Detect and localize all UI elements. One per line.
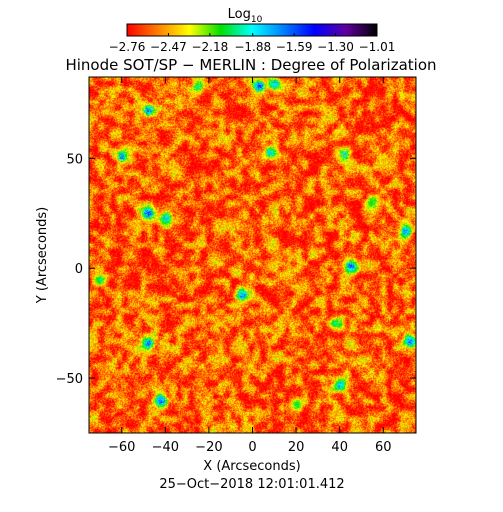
- x-tick-label: −60: [108, 440, 135, 455]
- y-tick-label: 50: [66, 152, 83, 167]
- timestamp: 25−Oct−2018 12:01:01.412: [159, 477, 344, 492]
- colorbar: Log10 −2.76 −2.47 −2.18 −1.88 −1.59 −1.30 −1.0…: [109, 7, 396, 54]
- x-tick-label: −20: [195, 440, 222, 455]
- colorbar-tick-label: −2.18: [191, 40, 228, 54]
- y-axis-label: Y (Arcseconds): [35, 207, 50, 304]
- y-tick-label: 0: [75, 262, 83, 277]
- colorbar-tick-label: −2.47: [150, 40, 187, 54]
- colorbar-tick-label: −1.59: [276, 40, 313, 54]
- colorbar-label: Log10: [228, 7, 263, 25]
- colorbar-tick-label: −1.88: [234, 40, 271, 54]
- x-tick-label: −40: [152, 440, 179, 455]
- colorbar-tick-label: −2.76: [109, 40, 146, 54]
- y-tick-label: −50: [56, 372, 83, 387]
- x-tick-label: 40: [331, 440, 348, 455]
- x-tick-label: 0: [248, 440, 256, 455]
- x-tick-label: 60: [375, 440, 392, 455]
- plot-area: −60 −40 −20 0 20 40 60 −50 0 50: [56, 76, 417, 455]
- colorbar-ticks: −2.76 −2.47 −2.18 −1.88 −1.59 −1.30 −1.01: [109, 33, 396, 54]
- colorbar-tick-label: −1.01: [359, 40, 396, 54]
- chart-title: Hinode SOT/SP − MERLIN : Degree of Polar…: [65, 56, 436, 74]
- colorbar-tick-label: −1.30: [317, 40, 354, 54]
- axis-ticks: −60 −40 −20 0 20 40 60 −50 0 50: [56, 77, 416, 455]
- heatmap-image: [89, 77, 416, 433]
- x-tick-label: 20: [288, 440, 305, 455]
- colorbar-gradient: [126, 23, 378, 37]
- x-axis-label: X (Arcseconds): [203, 459, 300, 474]
